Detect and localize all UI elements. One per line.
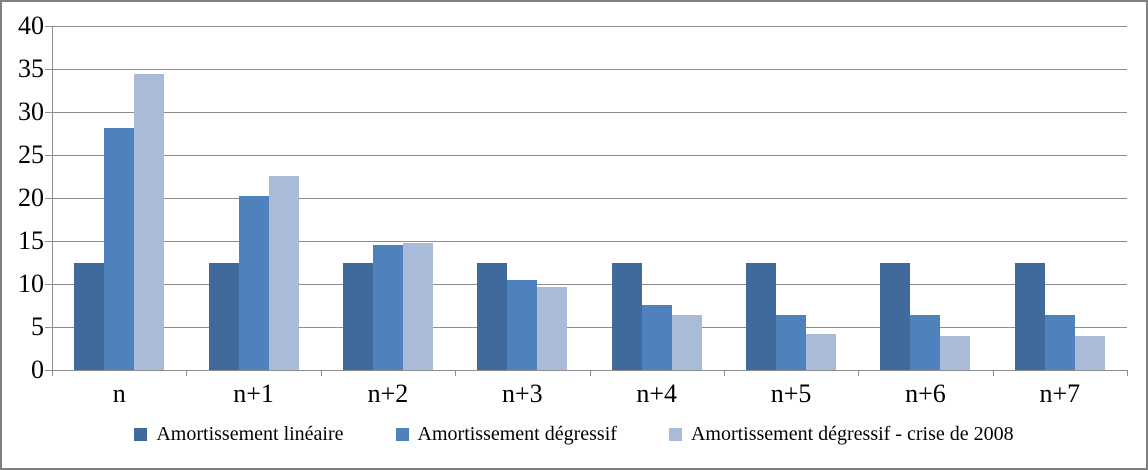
bar-series0-n+3[interactable] bbox=[477, 262, 508, 370]
bar-series1-n+7[interactable] bbox=[1044, 315, 1075, 370]
x-axis-tick-8 bbox=[1127, 371, 1128, 376]
bar-series0-n+2[interactable] bbox=[342, 262, 373, 370]
gridline-20 bbox=[52, 197, 1127, 199]
x-axis-tick-1 bbox=[186, 371, 188, 376]
y-axis-tick-label-25: 25 bbox=[18, 140, 44, 169]
x-axis-category-label-n+5: n+5 bbox=[770, 379, 812, 408]
x-axis-line bbox=[52, 370, 1128, 371]
y-axis-tick-label-10: 10 bbox=[18, 269, 44, 298]
x-axis-tick-5 bbox=[723, 371, 725, 376]
x-axis-category-label-n+2: n+2 bbox=[367, 379, 409, 408]
x-axis-tick-6 bbox=[858, 371, 860, 376]
y-axis-tick-10 bbox=[45, 283, 52, 285]
gridline-10 bbox=[52, 283, 1127, 285]
legend-item-amortissement-lineaire[interactable]: Amortissement linéaire bbox=[134, 422, 344, 446]
x-axis-category-label-n+1: n+1 bbox=[233, 379, 274, 408]
legend: Amortissement linéaire Amortissement dég… bbox=[2, 422, 1146, 446]
y-axis-tick-label-40: 40 bbox=[18, 11, 44, 40]
y-axis-tick-30 bbox=[45, 111, 52, 113]
y-axis-tick-5 bbox=[45, 326, 52, 328]
legend-item-amortissement-degressif[interactable]: Amortissement dégressif bbox=[395, 422, 617, 446]
legend-swatch-amortissement-lineaire bbox=[134, 427, 148, 441]
y-axis-tick-35 bbox=[45, 68, 52, 70]
bar-series2-n+4[interactable] bbox=[671, 315, 702, 370]
legend-label-amortissement-lineaire: Amortissement linéaire bbox=[156, 423, 344, 445]
y-axis-tick-label-0: 0 bbox=[31, 355, 44, 384]
legend-swatch-amortissement-degressif-crise-2008 bbox=[668, 427, 682, 441]
bar-series0-n+6[interactable] bbox=[880, 262, 911, 370]
y-axis-tick-label-5: 5 bbox=[31, 312, 44, 341]
plot-area bbox=[52, 25, 1127, 370]
bar-series0-n+7[interactable] bbox=[1014, 262, 1045, 370]
x-axis-category-label-n+3: n+3 bbox=[501, 379, 543, 408]
x-axis-tick-3 bbox=[455, 371, 457, 376]
bar-series1-n[interactable] bbox=[104, 128, 135, 370]
x-axis-category-label-n+6: n+6 bbox=[905, 379, 946, 408]
gridline-30 bbox=[52, 111, 1127, 113]
x-axis-category-label-n+7: n+7 bbox=[1039, 379, 1081, 408]
bar-series1-n+6[interactable] bbox=[910, 315, 941, 370]
y-axis-tick-20 bbox=[45, 197, 52, 199]
bar-series2-n+5[interactable] bbox=[806, 334, 837, 370]
bar-series0-n+1[interactable] bbox=[208, 262, 239, 370]
y-axis-tick-label-15: 15 bbox=[18, 226, 44, 255]
x-axis-category-label-n: n bbox=[112, 379, 126, 408]
y-axis-tick-0 bbox=[45, 369, 52, 371]
x-axis-tick-4 bbox=[589, 371, 591, 376]
gridline-25 bbox=[52, 154, 1127, 156]
legend-item-amortissement-degressif-crise-2008[interactable]: Amortissement dégressif - crise de 2008 bbox=[668, 422, 1014, 446]
bar-series0-n+5[interactable] bbox=[746, 262, 777, 370]
legend-swatch-amortissement-degressif bbox=[395, 427, 409, 441]
y-axis-tick-15 bbox=[45, 240, 52, 242]
bar-series2-n+6[interactable] bbox=[940, 335, 971, 370]
bar-series2-n+3[interactable] bbox=[537, 286, 568, 370]
y-axis-tick-label-30: 30 bbox=[18, 97, 44, 126]
bar-series0-n+4[interactable] bbox=[611, 262, 642, 370]
bar-series2-n+2[interactable] bbox=[402, 242, 433, 370]
y-axis-tick-25 bbox=[45, 154, 52, 156]
bar-series2-n+7[interactable] bbox=[1074, 335, 1105, 370]
bar-series2-n+1[interactable] bbox=[268, 175, 299, 370]
bar-series1-n+5[interactable] bbox=[776, 315, 807, 370]
bar-series1-n+3[interactable] bbox=[507, 280, 538, 370]
y-axis-tick-label-35: 35 bbox=[18, 54, 44, 83]
x-axis-category-label-n+4: n+4 bbox=[636, 379, 678, 408]
bar-series2-n[interactable] bbox=[134, 74, 165, 370]
x-axis-tick-7 bbox=[992, 371, 994, 376]
gridline-5 bbox=[52, 326, 1127, 328]
bar-series1-n+4[interactable] bbox=[641, 305, 672, 370]
legend-label-amortissement-degressif: Amortissement dégressif bbox=[417, 423, 617, 445]
gridline-40 bbox=[52, 25, 1127, 27]
bar-series1-n+2[interactable] bbox=[372, 245, 403, 370]
gridline-15 bbox=[52, 240, 1127, 242]
y-axis-tick-label-20: 20 bbox=[18, 183, 44, 212]
x-axis-tick-2 bbox=[320, 371, 322, 376]
bar-series0-n[interactable] bbox=[74, 262, 105, 370]
y-axis-tick-40 bbox=[45, 25, 52, 27]
x-axis-tick-0 bbox=[52, 371, 53, 376]
bar-series1-n+1[interactable] bbox=[238, 196, 269, 370]
gridline-35 bbox=[52, 68, 1127, 70]
legend-label-amortissement-degressif-crise-2008: Amortissement dégressif - crise de 2008 bbox=[690, 423, 1014, 445]
y-axis-line bbox=[52, 26, 53, 371]
